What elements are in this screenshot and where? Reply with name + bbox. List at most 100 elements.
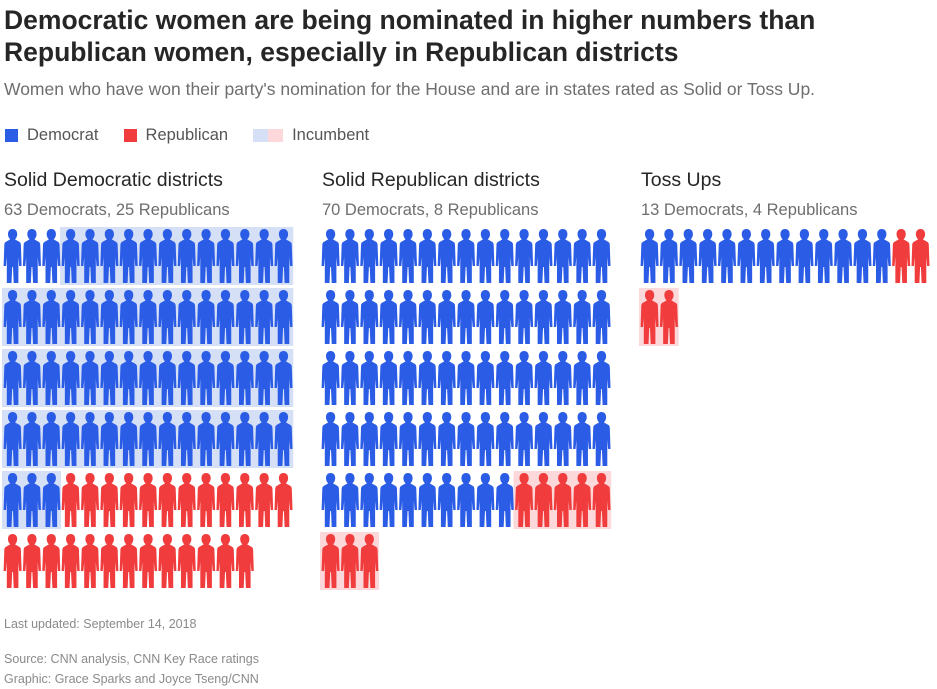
republican-woman-figure xyxy=(515,473,534,527)
republican-woman-figure xyxy=(81,534,99,588)
democrat-woman-figure xyxy=(81,290,99,344)
democrat-woman-figure xyxy=(235,229,254,283)
democrat-woman-figure xyxy=(495,229,514,283)
democrat-woman-figure xyxy=(274,412,293,466)
democrat-woman-figure xyxy=(22,412,41,466)
republican-woman-figure xyxy=(216,534,235,588)
democrat-woman-figure xyxy=(399,473,417,527)
democrat-woman-figure xyxy=(379,351,398,405)
democrat-woman-figure xyxy=(495,290,514,344)
democrat-woman-figure xyxy=(592,229,611,283)
democrat-woman-figure xyxy=(437,290,456,344)
democrat-woman-figure xyxy=(718,229,736,283)
democrat-woman-figure xyxy=(61,412,80,466)
republican-woman-figure xyxy=(340,534,359,588)
democrat-woman-figure xyxy=(795,229,814,283)
democrat-woman-figure xyxy=(853,229,872,283)
panel-title-solid-republican: Solid Republican districts xyxy=(322,169,540,191)
democrat-woman-figure xyxy=(379,473,398,527)
democrat-woman-figure xyxy=(379,290,398,344)
democrat-woman-figure xyxy=(177,412,196,466)
democrat-woman-figure xyxy=(399,351,417,405)
panel-subtitle-toss-ups: 13 Democrats, 4 Republicans xyxy=(641,201,858,219)
democrat-woman-figure xyxy=(81,229,99,283)
republican-woman-figure xyxy=(139,473,158,527)
democrat-woman-figure xyxy=(340,412,359,466)
democrat-woman-figure xyxy=(216,412,235,466)
democrat-woman-figure xyxy=(340,290,359,344)
republican-woman-figure xyxy=(42,534,61,588)
democrat-woman-figure xyxy=(399,290,417,344)
democrat-woman-figure xyxy=(42,229,61,283)
democrat-woman-figure xyxy=(22,351,41,405)
democrat-woman-figure xyxy=(100,351,119,405)
legend-item-incumbent: Incumbent xyxy=(253,126,369,145)
democrat-woman-figure xyxy=(42,473,61,527)
republican-woman-figure xyxy=(659,290,678,344)
republican-woman-figure xyxy=(22,534,41,588)
democrat-woman-figure xyxy=(3,412,22,466)
democrat-woman-figure xyxy=(197,290,216,344)
democrat-woman-figure xyxy=(418,412,437,466)
democrat-woman-figure xyxy=(834,229,853,283)
democrat-woman-figure xyxy=(553,412,572,466)
chart-title: Democratic women are being nominated in … xyxy=(4,5,816,67)
republican-woman-figure xyxy=(100,473,119,527)
democrat-woman-figure xyxy=(515,290,534,344)
democrat-woman-figure xyxy=(255,351,274,405)
democrat-woman-figure xyxy=(573,229,592,283)
democrat-woman-figure xyxy=(573,351,592,405)
democrat-woman-figure xyxy=(814,229,833,283)
democrat-woman-figure xyxy=(274,290,293,344)
democrat-woman-figure xyxy=(255,412,274,466)
democrat-woman-figure xyxy=(737,229,756,283)
democrat-woman-figure xyxy=(274,351,293,405)
republican-woman-figure xyxy=(235,534,254,588)
panel-subtitle-solid-republican: 70 Democrats, 8 Republicans xyxy=(322,201,539,219)
republican-woman-figure xyxy=(235,473,254,527)
democrat-woman-figure xyxy=(360,229,379,283)
democrat-woman-figure xyxy=(437,229,456,283)
democrat-woman-figure xyxy=(573,412,592,466)
democrat-woman-figure xyxy=(3,351,22,405)
republican-woman-figure xyxy=(321,534,340,588)
democrat-woman-figure xyxy=(119,290,138,344)
republican-woman-figure xyxy=(360,534,379,588)
democrat-woman-figure xyxy=(139,351,158,405)
democrat-woman-figure xyxy=(139,290,158,344)
democrat-woman-figure xyxy=(437,351,456,405)
democrat-woman-figure xyxy=(340,351,359,405)
panel-subtitle-solid-democratic: 63 Democrats, 25 Republicans xyxy=(4,201,230,219)
democrat-woman-figure xyxy=(177,290,196,344)
democrat-woman-figure xyxy=(61,229,80,283)
democrat-woman-figure xyxy=(100,290,119,344)
democrat-woman-figure xyxy=(139,229,158,283)
legend-label-republican: Republican xyxy=(145,125,229,144)
democrat-woman-figure xyxy=(379,412,398,466)
democrat-woman-figure xyxy=(515,229,534,283)
democrat-woman-figure xyxy=(698,229,717,283)
democrat-woman-figure xyxy=(573,290,592,344)
democrat-woman-figure xyxy=(418,351,437,405)
democrat-woman-figure xyxy=(22,290,41,344)
democrat-woman-figure xyxy=(418,473,437,527)
democrat-woman-figure xyxy=(476,351,495,405)
democrat-woman-figure xyxy=(476,290,495,344)
chart-subtitle: Women who have won their party's nominat… xyxy=(4,79,816,99)
democrat-woman-figure xyxy=(515,351,534,405)
democrat-woman-figure xyxy=(177,229,196,283)
republican-woman-figure xyxy=(274,473,293,527)
incumbent-swatch xyxy=(253,128,284,142)
democrat-woman-figure xyxy=(61,351,80,405)
democrat-woman-figure xyxy=(3,473,22,527)
democrat-woman-figure xyxy=(360,290,379,344)
democrat-woman-figure xyxy=(360,473,379,527)
democrat-woman-figure xyxy=(119,351,138,405)
republican-woman-figure xyxy=(216,473,235,527)
democrat-woman-figure xyxy=(235,290,254,344)
democrat-woman-figure xyxy=(553,351,572,405)
democrat-woman-figure xyxy=(553,290,572,344)
democrat-woman-figure xyxy=(457,412,476,466)
democrat-swatch xyxy=(5,128,18,142)
